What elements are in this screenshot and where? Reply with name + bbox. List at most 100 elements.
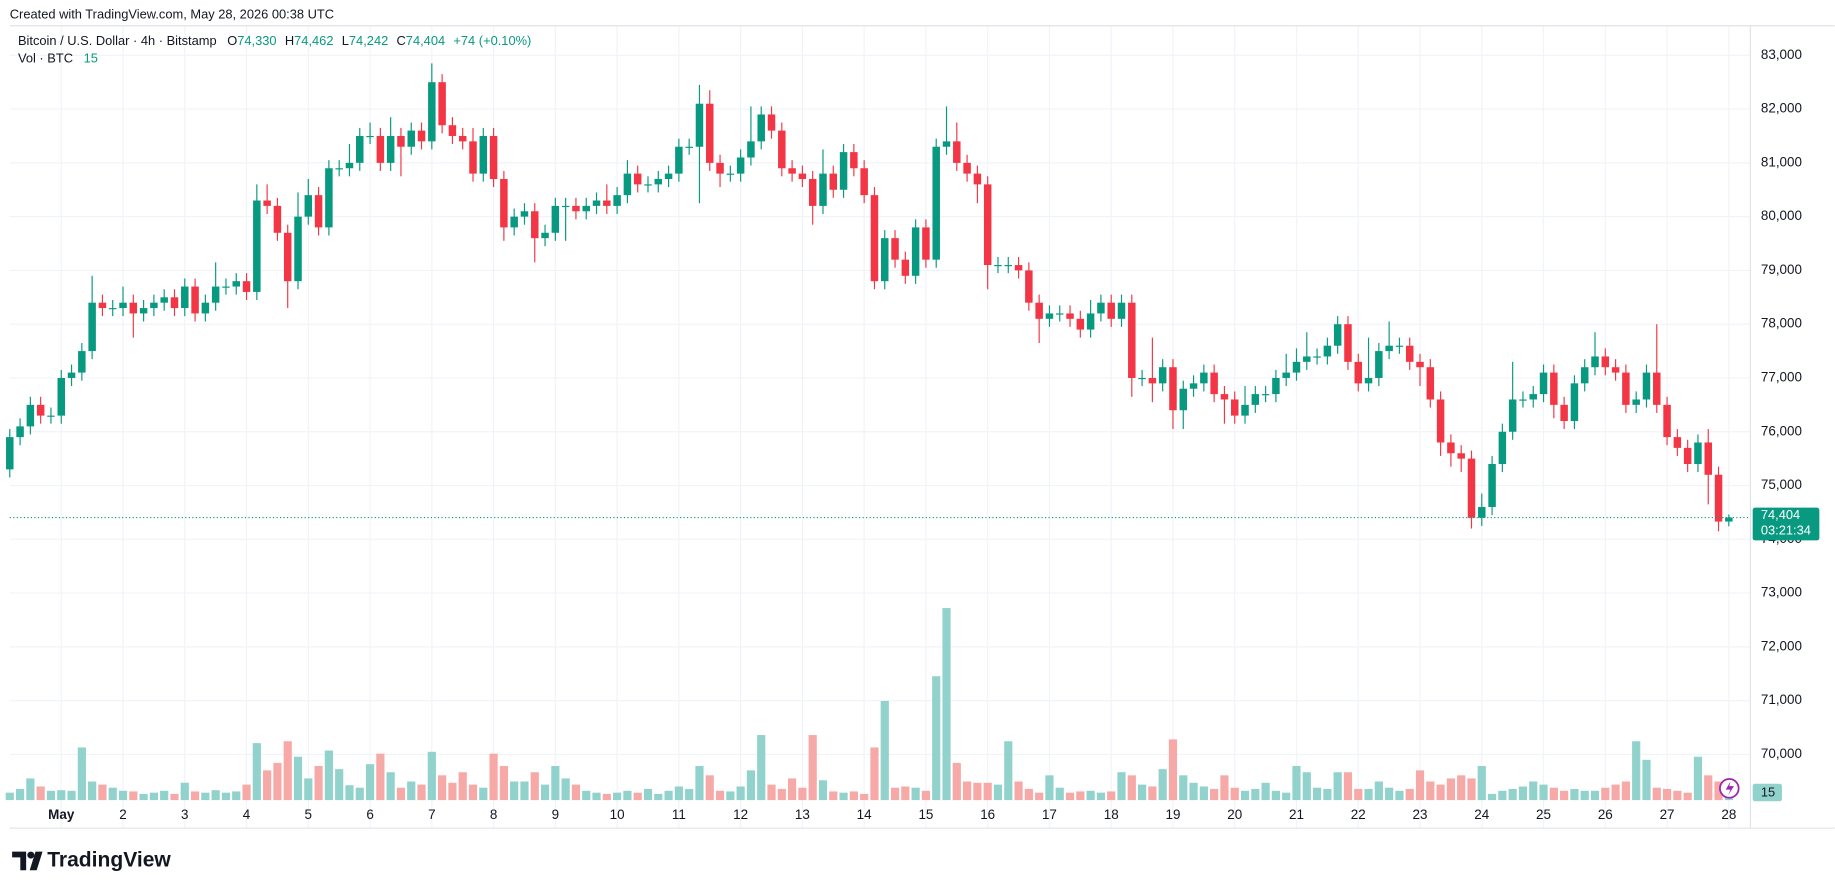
candle-body — [747, 141, 755, 158]
volume-bar — [88, 781, 97, 801]
volume-bar — [1261, 782, 1270, 801]
candle-body — [1529, 394, 1537, 400]
low-key: L — [342, 34, 349, 49]
candle-body — [695, 103, 704, 147]
candle-body — [551, 205, 560, 233]
x-tick-label: 14 — [857, 807, 872, 822]
high-key: H — [285, 34, 294, 49]
candle-body — [1519, 399, 1527, 401]
volume-bar — [1014, 781, 1023, 801]
volume-bar — [1714, 781, 1723, 801]
volume-bar — [479, 787, 488, 801]
candle-body — [366, 135, 374, 138]
volume-bar — [1385, 787, 1394, 801]
volume-bar — [1415, 770, 1425, 801]
candle-body — [253, 200, 261, 292]
candle-body — [1189, 383, 1198, 389]
open-value: 74,330 — [237, 34, 276, 49]
candle-body — [376, 135, 385, 163]
candle-body — [325, 168, 333, 228]
candle-body — [561, 205, 570, 208]
candle-body — [1107, 302, 1115, 319]
volume-bar — [963, 781, 972, 801]
volume-bar — [1673, 790, 1682, 801]
candle-body — [417, 130, 426, 142]
volume-bar — [1343, 772, 1353, 801]
candle-body — [860, 168, 868, 196]
volume-bar — [77, 747, 86, 801]
candle-body — [531, 211, 539, 239]
volume-bar — [139, 793, 148, 801]
logo-dot — [27, 851, 35, 859]
volume-bar — [1065, 792, 1075, 801]
volume-bar — [788, 778, 797, 801]
y-tick-label: 75,000 — [1761, 477, 1802, 492]
volume-bar — [1487, 793, 1497, 801]
volume-bar — [1683, 792, 1692, 801]
volume-bar — [335, 769, 344, 801]
candle-body — [1663, 404, 1671, 438]
volume-bar — [1168, 739, 1178, 801]
volume-bar — [911, 787, 920, 801]
candle-body — [1601, 356, 1610, 368]
volume-bar — [1189, 782, 1198, 801]
x-tick-label: 3 — [181, 807, 188, 822]
volume-bar — [1240, 790, 1250, 801]
candle-body — [170, 297, 179, 309]
candle-body — [67, 372, 76, 378]
volume-bar — [427, 751, 436, 801]
volume-bar — [1210, 788, 1219, 801]
candle-body — [1344, 324, 1352, 362]
volume-bar — [1374, 781, 1383, 801]
candle-body — [1467, 458, 1476, 518]
candle-body — [386, 135, 395, 163]
candle-body — [510, 216, 518, 228]
volume-bar — [26, 778, 35, 801]
volume-bar — [242, 784, 251, 801]
volume-bar — [314, 766, 323, 801]
candle-body — [16, 426, 24, 438]
candle-body — [932, 146, 940, 260]
volume-bar — [273, 762, 282, 801]
x-tick-label: 16 — [980, 807, 995, 822]
candle-body — [819, 173, 827, 206]
candle-body — [1117, 302, 1126, 319]
candle-body — [1158, 367, 1167, 384]
volume-bar — [448, 782, 457, 801]
x-tick-label: 17 — [1042, 807, 1057, 822]
candle-body — [1642, 372, 1651, 400]
x-tick-label: 26 — [1598, 807, 1613, 822]
candle-body — [1364, 377, 1373, 384]
volume-bar — [1127, 775, 1136, 801]
candle-body — [953, 141, 961, 163]
volume-bar — [1179, 775, 1188, 801]
candle-body — [500, 178, 508, 228]
candle-body — [428, 82, 436, 142]
candle-body — [1436, 399, 1445, 443]
candle-body — [1230, 399, 1239, 416]
y-tick-label: 82,000 — [1761, 101, 1802, 116]
volume-bar — [211, 790, 220, 801]
volume-bar — [438, 775, 447, 801]
candle-body — [850, 152, 858, 169]
volume-bar — [849, 791, 858, 801]
volume-bar — [818, 780, 828, 801]
candle-body — [603, 200, 611, 206]
candle-body — [314, 195, 323, 228]
volume-bar — [1024, 788, 1033, 801]
candle-body — [778, 130, 786, 169]
candle-body — [1622, 372, 1630, 405]
volume-bar — [1508, 788, 1517, 801]
volume-bar — [540, 784, 550, 801]
x-tick-label: 27 — [1660, 807, 1675, 822]
candle-body — [1272, 377, 1280, 395]
volume-bar — [1282, 792, 1291, 801]
volume-bar — [1621, 781, 1630, 801]
volume-bar — [633, 792, 642, 801]
volume-bar — [942, 608, 951, 801]
candle-body — [489, 135, 498, 179]
candle-body — [1488, 464, 1496, 508]
candle-body — [469, 141, 477, 174]
volume-bar — [1292, 766, 1301, 801]
